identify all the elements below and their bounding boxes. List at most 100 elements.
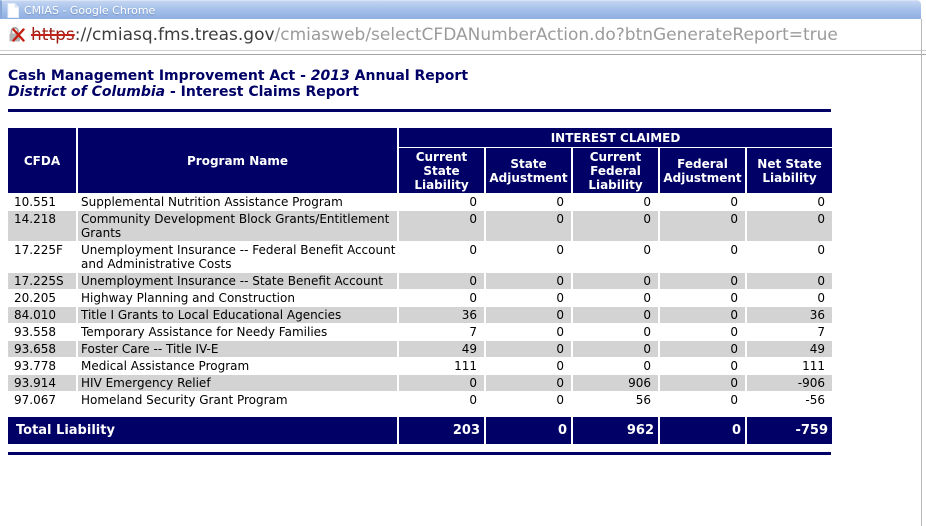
program-name-cell: Highway Planning and Construction: [81, 291, 295, 305]
total-row: Total Liability 203 0 962 0 -759: [8, 417, 833, 444]
url-host: ://cmiasq.fms.treas.gov: [74, 24, 275, 45]
value-cell: 0: [469, 195, 477, 209]
table-row: 20.205 Highway Planning and Construction…: [8, 290, 832, 306]
address-bar[interactable]: https://cmiasq.fms.treas.gov/cmiasweb/se…: [0, 19, 926, 50]
table-row: 97.067 Homeland Security Grant Program 0…: [8, 392, 832, 408]
value-cell: 0: [469, 291, 477, 305]
total-value-cell: 203: [399, 417, 484, 444]
report-title-line2: District of Columbia - Interest Claims R…: [8, 84, 359, 100]
value-cell: 0: [660, 211, 745, 241]
spacer-row: [8, 409, 832, 416]
cfda-cell: 20.205: [14, 291, 56, 305]
value-cell: 0: [817, 291, 826, 305]
table-row: 14.218 Community Development Block Grant…: [8, 211, 833, 241]
table-row: 93.658 Foster Care -- Title IV-E 49 0 0 …: [8, 341, 833, 357]
total-value-cell: -759: [747, 417, 833, 444]
address-bar-separator: [0, 50, 926, 55]
bottom-divider: [8, 452, 831, 455]
program-name-cell: Unemployment Insurance -- State Benefit …: [78, 273, 397, 289]
program-name-cell: HIV Emergency Relief: [78, 375, 397, 391]
value-cell: 0: [643, 243, 651, 257]
document-icon: [7, 2, 19, 18]
value-cell: 0: [486, 375, 571, 391]
value-cell: -56: [805, 393, 826, 407]
value-cell: 0: [643, 359, 651, 373]
value-cell: 0: [730, 359, 738, 373]
value-cell: 0: [573, 307, 658, 323]
value-cell: 0: [730, 393, 738, 407]
value-cell: 0: [556, 195, 564, 209]
header-current-state-liability: Current State Liability: [399, 148, 484, 193]
value-cell: 0: [486, 307, 571, 323]
value-cell: 0: [817, 195, 826, 209]
value-cell: 0: [556, 359, 564, 373]
header-net-state-liability: Net State Liability: [747, 148, 833, 193]
table-row: 93.558 Temporary Assistance for Needy Fa…: [8, 324, 832, 340]
value-cell: 0: [399, 375, 484, 391]
cfda-cell: 17.225F: [14, 243, 63, 257]
url-scheme: https: [31, 24, 75, 45]
window-titlebar[interactable]: CMIAS - Google Chrome: [0, 0, 921, 19]
value-cell: 0: [730, 243, 738, 257]
total-value-cell: 962: [573, 417, 658, 444]
table-row: 10.551 Supplemental Nutrition Assistance…: [8, 194, 832, 210]
program-name-cell: Title I Grants to Local Educational Agen…: [78, 307, 397, 323]
cfda-cell: 14.218: [8, 211, 76, 241]
table-row: 17.225F Unemployment Insurance -- Federa…: [8, 242, 832, 272]
table-row: 17.225S Unemployment Insurance -- State …: [8, 273, 833, 289]
heading-divider: [8, 109, 831, 112]
value-cell: 0: [747, 211, 833, 241]
value-cell: 0: [556, 325, 564, 339]
value-cell: -906: [747, 375, 833, 391]
table-row: 84.010 Title I Grants to Local Education…: [8, 307, 833, 323]
value-cell: 36: [747, 307, 833, 323]
cfda-cell: 10.551: [14, 195, 56, 209]
value-cell: 0: [486, 341, 571, 357]
value-cell: 7: [469, 325, 477, 339]
program-name-cell: Foster Care -- Title IV-E: [78, 341, 397, 357]
header-cfda: CFDA: [8, 128, 76, 193]
broken-lock-icon[interactable]: [7, 25, 25, 44]
window-title: CMIAS - Google Chrome: [24, 3, 156, 17]
value-cell: 0: [730, 291, 738, 305]
value-cell: 0: [469, 393, 477, 407]
value-cell: 0: [556, 393, 564, 407]
value-cell: 0: [817, 243, 826, 257]
program-name-cell: Supplemental Nutrition Assistance Progra…: [81, 195, 343, 209]
value-cell: 0: [573, 273, 658, 289]
value-cell: 56: [635, 393, 651, 407]
value-cell: 0: [660, 375, 745, 391]
value-cell: 0: [660, 341, 745, 357]
header-program-name: Program Name: [78, 128, 397, 193]
value-cell: 111: [454, 359, 477, 373]
value-cell: 0: [556, 243, 564, 257]
value-cell: 906: [573, 375, 658, 391]
header-current-federal-liability: Current Federal Liability: [573, 148, 658, 193]
value-cell: 0: [730, 195, 738, 209]
value-cell: 0: [660, 307, 745, 323]
program-name-cell: Unemployment Insurance -- Federal Benefi…: [81, 243, 396, 271]
value-cell: 0: [747, 273, 833, 289]
report-title-line1: Cash Management Improvement Act - 2013 A…: [8, 68, 469, 84]
header-interest-claimed: INTEREST CLAIMED: [399, 128, 833, 147]
interest-claims-table: CFDA Program Name INTEREST CLAIMED Curre…: [6, 127, 834, 445]
report-year: 2013: [310, 68, 350, 84]
value-cell: 0: [660, 273, 745, 289]
program-name-cell: Temporary Assistance for Needy Families: [81, 325, 328, 339]
value-cell: 0: [573, 211, 658, 241]
total-value-cell: 0: [660, 417, 745, 444]
value-cell: 0: [486, 273, 571, 289]
value-cell: 0: [730, 325, 738, 339]
table-row: 93.778 Medical Assistance Program 111 0 …: [8, 358, 832, 374]
value-cell: 49: [399, 341, 484, 357]
cfda-cell: 93.658: [8, 341, 76, 357]
url-text: https://cmiasq.fms.treas.gov/cmiasweb/se…: [31, 25, 838, 45]
total-value-cell: 0: [486, 417, 571, 444]
value-cell: 49: [747, 341, 833, 357]
value-cell: 0: [573, 341, 658, 357]
value-cell: 0: [399, 273, 484, 289]
window-right-border: [921, 19, 922, 526]
value-cell: 36: [399, 307, 484, 323]
cfda-cell: 17.225S: [8, 273, 76, 289]
value-cell: 0: [399, 211, 484, 241]
